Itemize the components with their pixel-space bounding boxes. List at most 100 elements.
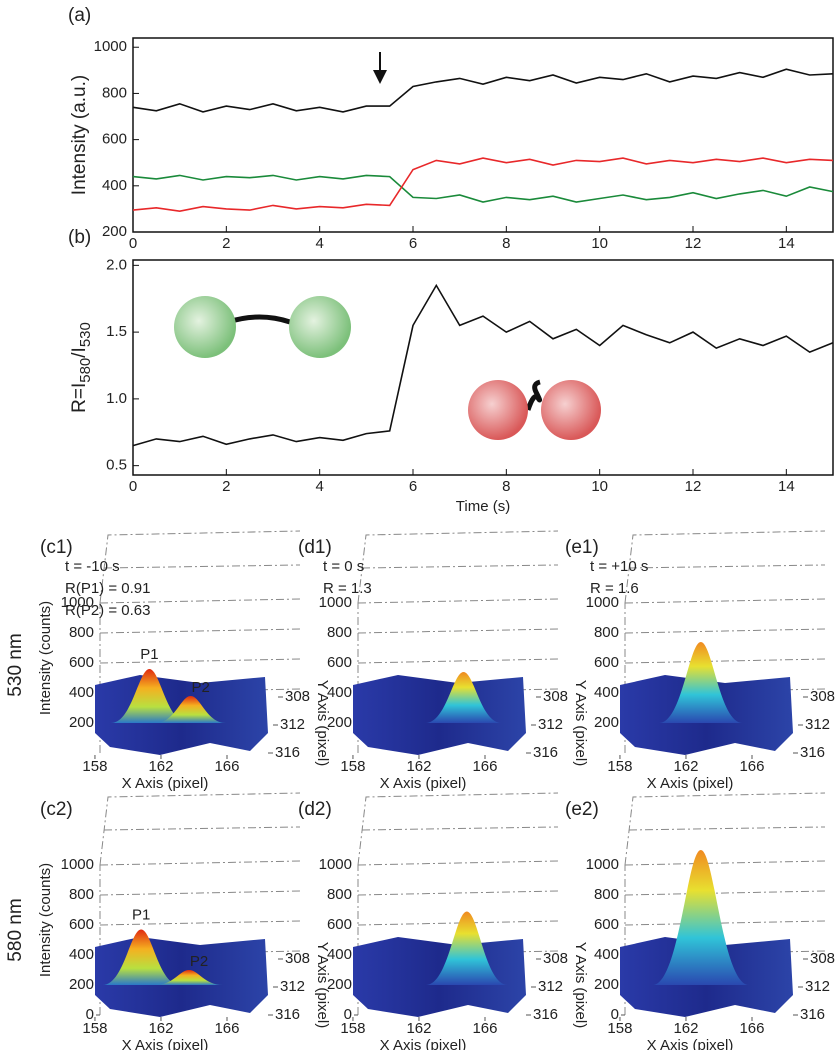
grid-line [357,860,559,866]
y-axis-label-part: /I [69,347,90,358]
y-tick-label: 400 [102,177,127,194]
y-tick-label: 316 [275,744,300,761]
x-tick-label: 14 [778,478,795,495]
z-tick-label: 1000 [586,856,619,873]
panel-label: (e2) [565,799,599,820]
y-tick-label: 1.5 [106,323,127,340]
z-tick-label: 200 [327,714,352,731]
annotation: t = -10 s [65,558,120,575]
box-edge [99,530,301,604]
grid-line [624,598,826,604]
z-axis-label: Intensity (counts) [37,863,54,977]
y-tick-label: 316 [533,744,558,761]
x-tick-label: 162 [406,1020,431,1037]
y-axis-label: Y Axis (pixel) [572,680,589,766]
y-tick-label: 312 [538,716,563,733]
panel-label: (c2) [40,799,73,820]
z-tick-label: 600 [594,654,619,671]
y-tick-label: 316 [275,1006,300,1023]
box-edge [628,826,826,831]
x-tick-label: 12 [685,235,702,252]
peak-label: P1 [140,646,158,663]
y-axis-label: Y Axis (pixel) [314,942,331,1028]
x-tick-label: 8 [502,235,510,252]
y-tick-label: 312 [805,716,830,733]
x-tick-label: 6 [409,235,417,252]
z-tick-label: 800 [69,624,94,641]
box-edge [103,826,301,831]
x-tick-label: 0 [129,478,137,495]
z-tick-label: 400 [327,684,352,701]
z-tick-label: 0 [86,1006,94,1023]
x-axis-label: Time (s) [456,498,510,515]
box-edge [624,792,826,866]
z-tick-label: 800 [594,624,619,641]
annotation: t = +10 s [590,558,648,575]
grid-line [99,658,301,664]
y-tick-label: 800 [102,84,127,101]
y-tick-label: 600 [102,131,127,148]
peak [425,672,502,723]
panel-label: (d1) [298,537,332,558]
grid-line [99,860,301,866]
box-edge [361,826,559,831]
data-line [132,68,834,113]
z-tick-label: 200 [69,714,94,731]
panel-label: (b) [68,227,91,248]
z-tick-label: 800 [594,886,619,903]
panel-label: (c1) [40,537,73,558]
x-tick-label: 162 [673,1020,698,1037]
z-tick-label: 0 [344,1006,352,1023]
x-tick-label: 166 [472,1020,497,1037]
x-axis-label: X Axis (pixel) [122,1037,209,1050]
row-label: 580 nm [5,898,26,961]
y-tick-label: 1.0 [106,390,127,407]
x-axis-label: X Axis (pixel) [647,1037,734,1050]
box-edge [361,564,559,569]
x-tick-label: 162 [148,1020,173,1037]
grid-line [357,598,559,604]
peak [652,850,750,985]
peak [426,911,508,985]
peak [155,970,223,985]
x-tick-label: 158 [82,758,107,775]
z-tick-label: 400 [69,946,94,963]
grid-line [624,890,826,896]
x-tick-label: 158 [607,1020,632,1037]
arrow-annotation [373,52,387,84]
y-tick-label: 312 [280,978,305,995]
z-tick-label: 800 [69,886,94,903]
box-edge [624,530,826,604]
plot-frame [132,37,834,233]
box-edge [103,564,301,569]
panel-label: (d2) [298,799,332,820]
x-tick-label: 14 [778,235,795,252]
peak-label: P2 [190,953,208,970]
grid-line [624,920,826,926]
x-tick-label: 158 [340,758,365,775]
z-tick-label: 600 [327,916,352,933]
molecule-open [174,296,351,358]
z-tick-label: 600 [69,916,94,933]
x-axis-label: X Axis (pixel) [647,775,734,792]
z-tick-label: 400 [327,946,352,963]
annotation: R(P2) = 0.63 [65,602,150,619]
grid-line [99,920,301,926]
z-tick-label: 600 [594,916,619,933]
y-tick-label: 1000 [94,38,127,55]
y-tick-label: 316 [533,1006,558,1023]
x-tick-label: 4 [315,235,323,252]
y-tick-label: 316 [800,744,825,761]
peak [110,669,188,723]
grid-line [357,658,559,664]
annotation: R = 1.6 [590,580,639,597]
box-edge [357,530,559,604]
y-axis-label: Y Axis (pixel) [572,942,589,1028]
x-tick-label: 162 [406,758,431,775]
x-tick-label: 166 [739,1020,764,1037]
z-tick-label: 400 [69,684,94,701]
peak-label: P2 [191,679,209,696]
peak [659,642,743,723]
y-tick-label: 308 [285,950,310,967]
